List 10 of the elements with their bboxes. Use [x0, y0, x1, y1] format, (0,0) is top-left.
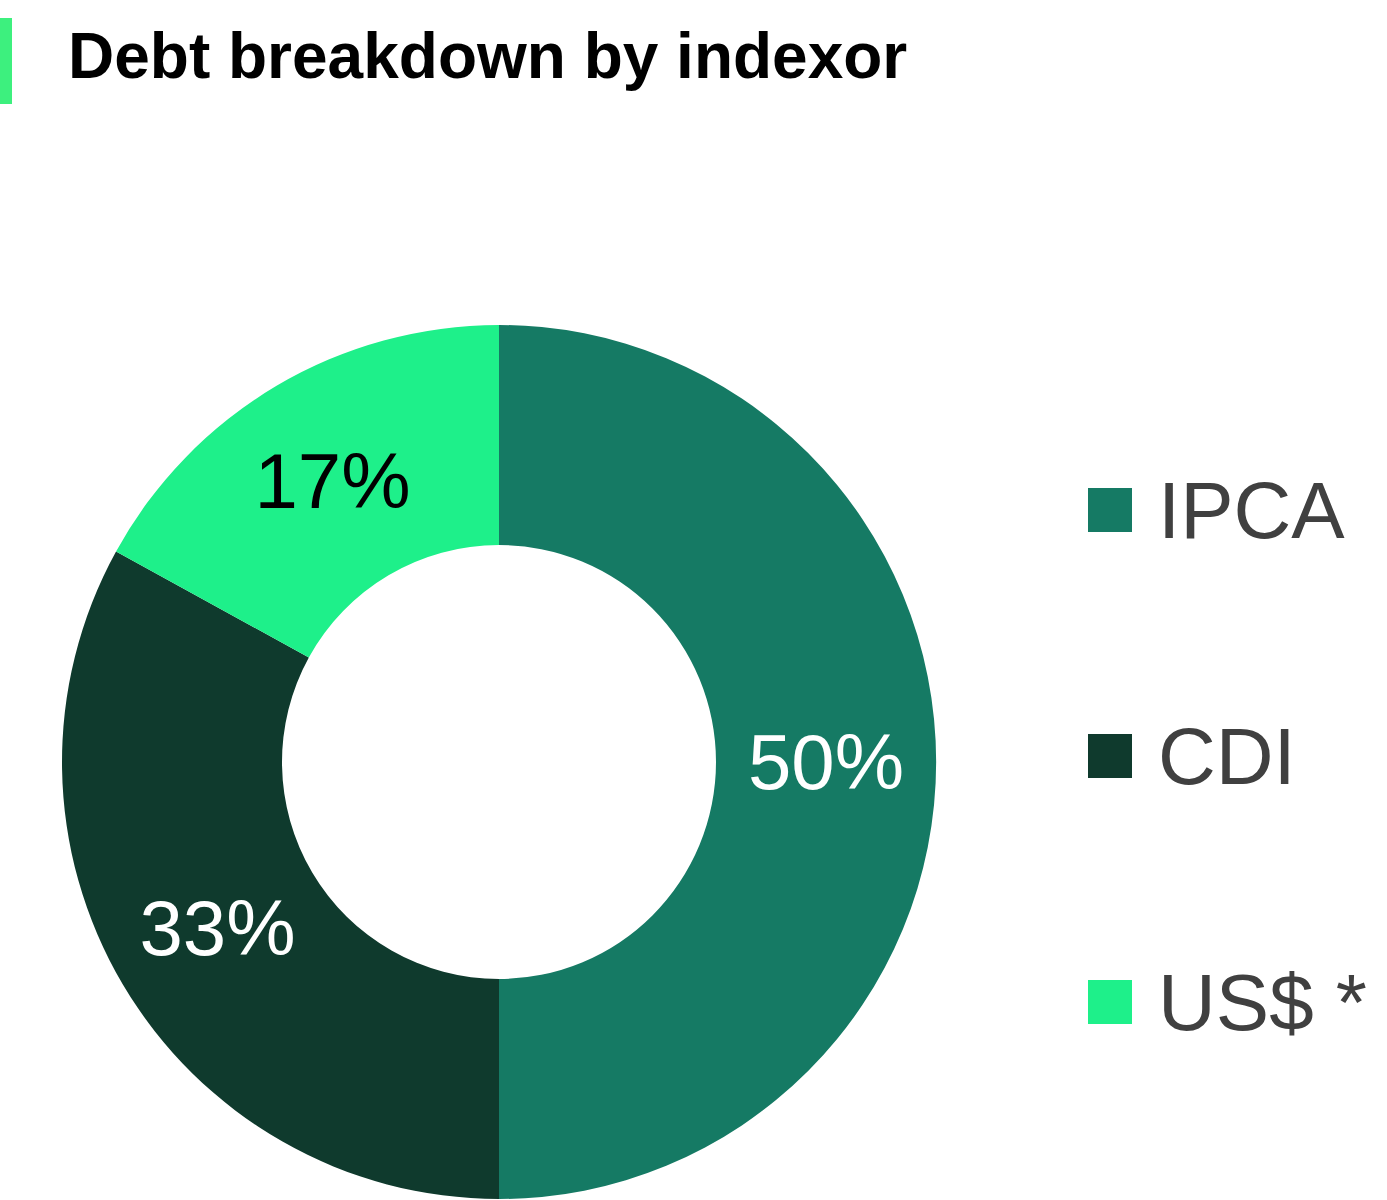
data-label: 17% — [254, 436, 411, 525]
legend-label: US$ * — [1158, 957, 1367, 1047]
donut-slice — [62, 551, 499, 1199]
legend-label: CDI — [1158, 711, 1296, 801]
donut-slice — [499, 325, 936, 1199]
data-label: 50% — [747, 718, 905, 806]
data-label: 33% — [139, 884, 296, 973]
chart-title: Debt breakdown by indexor — [68, 20, 908, 92]
donut-slice — [116, 325, 499, 658]
legend-label: IPCA — [1158, 465, 1346, 555]
